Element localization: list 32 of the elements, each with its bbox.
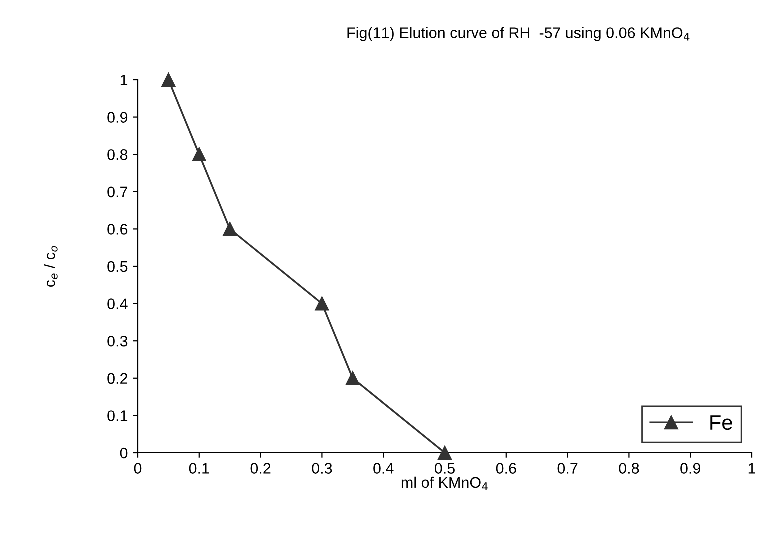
x-tick-label: 0.7 [558,463,578,474]
point [223,222,238,236]
y-tick-label: 0.6 [108,224,128,235]
y-tick-label: 0.5 [108,261,128,272]
x-tick-label: 0.3 [312,463,332,474]
y-tick-label: 0 [120,448,128,459]
y-tick-label: 1 [120,75,128,86]
x-tick-label: 0.9 [680,463,700,474]
x-tick-label: 0.4 [374,463,394,474]
legend-label: Fe [710,416,732,430]
x-tick-label: 0.5 [434,463,455,474]
point [315,296,330,311]
x-tick-label: 0 [134,463,142,474]
y-tick-label: 0.3 [108,336,128,347]
point [438,446,452,460]
y-tick-label: 0.1 [108,410,128,422]
x-tick-label: 0.1 [189,463,210,474]
y-axis-title: c$_{e}$ / c$_{o}$ [44,246,58,288]
x-tick-label: 1 [748,463,756,474]
y-tick-label: 0.9 [108,112,128,123]
x-tick-label: 0.8 [619,463,640,474]
x-tick-label: 0.2 [250,463,271,474]
point [162,73,176,87]
y-tick-label: 0.8 [108,149,128,160]
chart-title: Fig(11) Elution curve of RH -57 using 0.06 KMnO$_{4}$ [348,27,690,42]
y-tick-label: 0.4 [108,298,128,310]
y-tick-label: 0.7 [108,186,128,198]
point [346,371,360,386]
x-tick-label: 0.6 [496,463,516,474]
x-axis-title: ml of KMnO$_{4}$ [402,476,488,490]
point [192,148,206,162]
y-tick-label: 0.2 [108,373,128,384]
